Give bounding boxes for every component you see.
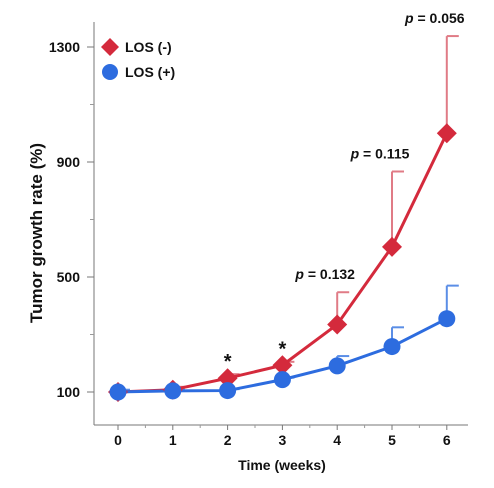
circle-marker xyxy=(109,383,127,401)
circle-marker xyxy=(438,310,456,328)
significance-star: * xyxy=(224,351,232,373)
circle-marker xyxy=(164,382,182,400)
x-tick-label: 1 xyxy=(169,432,177,448)
p-symbol: p xyxy=(350,145,360,161)
p-symbol: p xyxy=(294,266,304,282)
y-tick-label: 500 xyxy=(57,269,81,285)
x-ticks: 0 1 2 3 4 5 6 xyxy=(114,425,451,448)
p-value-label: p = 0.132 xyxy=(294,266,355,282)
x-tick-label: 6 xyxy=(443,432,451,448)
circle-marker xyxy=(383,338,401,356)
y-axis-title: Tumor growth rate (%) xyxy=(27,143,46,323)
diamond-marker xyxy=(327,314,348,335)
diamond-marker xyxy=(436,123,457,144)
diamond-marker xyxy=(382,236,402,257)
significance-star: * xyxy=(279,338,287,360)
p-symbol: p xyxy=(404,10,414,26)
x-axis-title: Time (weeks) xyxy=(238,457,326,473)
circle-marker xyxy=(273,371,291,389)
x-tick-label: 2 xyxy=(224,432,232,448)
legend-diamond-icon xyxy=(101,38,119,56)
circle-marker xyxy=(219,382,237,400)
legend-circle-icon xyxy=(102,64,118,80)
y-tick-label: 100 xyxy=(57,384,81,400)
axes xyxy=(93,22,468,426)
p-value-label: p = 0.115 xyxy=(350,145,410,161)
series-markers xyxy=(108,123,457,402)
diamond-marker xyxy=(272,355,293,376)
y-ticks: 100 500 900 1300 xyxy=(49,39,94,400)
x-tick-label: 5 xyxy=(388,432,396,448)
p-value: = 0.056 xyxy=(414,10,465,26)
y-tick-label: 1300 xyxy=(49,39,80,55)
diamond-marker xyxy=(217,368,238,389)
p-value: = 0.115 xyxy=(359,145,409,161)
y-tick-label: 900 xyxy=(57,154,81,170)
x-tick-label: 3 xyxy=(279,432,287,448)
x-tick-label: 0 xyxy=(114,432,122,448)
legend-label: LOS (-) xyxy=(125,39,172,55)
legend: LOS (-) LOS (+) xyxy=(101,38,175,80)
x-tick-label: 4 xyxy=(333,432,341,448)
circle-marker xyxy=(328,357,346,375)
p-value: = 0.132 xyxy=(304,266,355,282)
p-value-label: p = 0.056 xyxy=(404,10,465,26)
legend-label: LOS (+) xyxy=(125,64,175,80)
